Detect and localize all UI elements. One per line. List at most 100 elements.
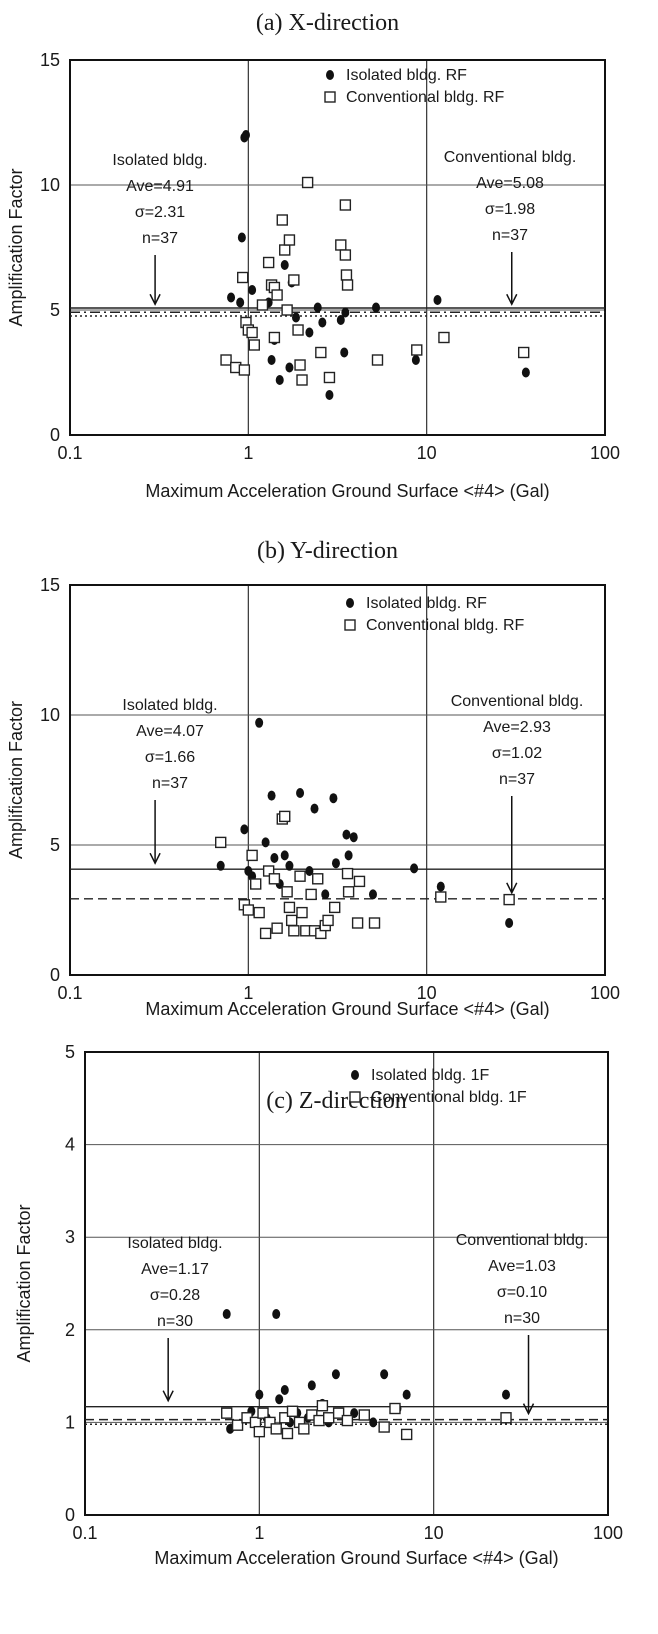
data-point-conventional bbox=[296, 374, 308, 386]
x-tick-label: 10 bbox=[417, 443, 437, 463]
data-point-conventional bbox=[246, 326, 258, 339]
data-point-conventional bbox=[256, 299, 269, 311]
annotation-line: n=30 bbox=[157, 1313, 193, 1330]
data-point-conventional bbox=[332, 1407, 345, 1419]
data-point-isolated bbox=[291, 312, 300, 323]
y-tick-label: 4 bbox=[65, 1135, 75, 1155]
data-point-conventional bbox=[305, 888, 317, 901]
data-point-isolated bbox=[280, 1384, 289, 1395]
data-point-conventional bbox=[283, 901, 296, 914]
legend-marker-conventional bbox=[324, 91, 336, 103]
data-point-conventional bbox=[220, 354, 232, 366]
x-tick-label: 100 bbox=[590, 443, 620, 463]
data-point-isolated bbox=[216, 860, 225, 871]
data-point-isolated bbox=[344, 850, 353, 861]
annotation-line: Ave=1.03 bbox=[488, 1258, 556, 1275]
data-point-isolated bbox=[349, 832, 358, 843]
data-point-isolated bbox=[336, 315, 345, 325]
data-point-conventional bbox=[281, 304, 293, 316]
data-point-conventional bbox=[296, 906, 308, 919]
data-point-isolated bbox=[372, 302, 381, 313]
y-tick-label: 1 bbox=[65, 1412, 75, 1432]
legend-label: Isolated bldg. 1F bbox=[371, 1067, 490, 1084]
data-point-conventional bbox=[288, 274, 300, 286]
data-point-conventional bbox=[378, 1421, 390, 1433]
data-point-isolated bbox=[310, 803, 319, 814]
data-point-conventional bbox=[323, 1412, 335, 1424]
data-point-isolated bbox=[305, 327, 314, 338]
data-point-conventional bbox=[271, 289, 283, 301]
legend-marker-conventional bbox=[349, 1091, 361, 1103]
data-point-isolated bbox=[285, 362, 294, 373]
data-point-conventional bbox=[371, 354, 384, 366]
y-tick-label: 0 bbox=[65, 1505, 75, 1525]
y-tick-label: 15 bbox=[40, 575, 60, 595]
chart-title: (c) Z-direction bbox=[266, 1088, 407, 1114]
data-point-isolated bbox=[255, 1389, 264, 1400]
data-point-conventional bbox=[215, 836, 227, 849]
data-point-isolated bbox=[325, 390, 334, 400]
data-point-isolated bbox=[261, 837, 270, 848]
arrow-head bbox=[149, 293, 161, 306]
data-point-conventional bbox=[389, 1402, 401, 1415]
x-tick-label: 1 bbox=[254, 1523, 264, 1543]
data-point-isolated bbox=[272, 1309, 281, 1320]
data-point-conventional bbox=[411, 344, 423, 356]
y-tick-label: 15 bbox=[40, 50, 60, 70]
data-point-isolated bbox=[275, 1394, 284, 1405]
annotation-line: σ=0.28 bbox=[150, 1287, 200, 1304]
data-point-isolated bbox=[342, 829, 351, 840]
data-point-isolated bbox=[255, 717, 264, 728]
data-point-conventional bbox=[503, 893, 515, 906]
data-point-isolated bbox=[369, 1417, 378, 1428]
data-point-conventional bbox=[281, 1427, 294, 1440]
data-point-isolated bbox=[307, 1380, 316, 1391]
plot-frame bbox=[69, 584, 606, 976]
data-point-conventional bbox=[353, 875, 366, 888]
data-point-conventional bbox=[312, 873, 324, 885]
data-point-conventional bbox=[238, 364, 251, 376]
annotation-line: Conventional bldg. bbox=[456, 1232, 589, 1249]
data-point-conventional bbox=[270, 1423, 282, 1435]
annotation-line: Ave=1.17 bbox=[141, 1261, 209, 1278]
data-point-conventional bbox=[262, 256, 275, 269]
annotation-line: Conventional bldg. bbox=[451, 693, 584, 710]
x-tick-label: 10 bbox=[424, 1523, 444, 1543]
data-point-conventional bbox=[351, 917, 364, 929]
x-axis-label: Maximum Acceleration Ground Surface <#4>… bbox=[145, 999, 549, 1019]
data-point-conventional bbox=[341, 279, 354, 291]
data-point-conventional bbox=[259, 927, 272, 940]
legend-marker-isolated bbox=[346, 598, 354, 608]
x-tick-label: 1 bbox=[243, 983, 253, 1003]
data-point-isolated bbox=[340, 347, 349, 358]
data-point-conventional bbox=[316, 1400, 329, 1412]
legend-marker-conventional bbox=[344, 619, 356, 631]
annotation-line: Ave=4.91 bbox=[126, 178, 194, 195]
data-point-isolated bbox=[331, 1369, 340, 1380]
data-point-conventional bbox=[237, 271, 249, 284]
data-point-conventional bbox=[249, 1416, 262, 1429]
data-point-isolated bbox=[270, 853, 279, 863]
y-tick-label: 5 bbox=[65, 1042, 75, 1062]
data-point-conventional bbox=[246, 849, 258, 862]
y-tick-label: 5 bbox=[50, 300, 60, 320]
y-axis-label: Amplification Factor bbox=[6, 701, 26, 859]
annotation-line: σ=2.31 bbox=[135, 204, 185, 221]
data-point-conventional bbox=[368, 917, 381, 929]
y-tick-label: 10 bbox=[40, 705, 60, 725]
data-point-conventional bbox=[294, 870, 306, 882]
annotation-line: Conventional bldg. bbox=[444, 149, 577, 166]
data-point-conventional bbox=[301, 176, 314, 189]
data-point-conventional bbox=[276, 214, 288, 226]
data-point-conventional bbox=[257, 1407, 269, 1419]
y-tick-label: 0 bbox=[50, 425, 60, 445]
data-point-conventional bbox=[342, 886, 355, 898]
legend-label: Isolated bldg. RF bbox=[346, 67, 467, 84]
data-point-conventional bbox=[285, 914, 298, 927]
data-point-conventional bbox=[283, 234, 296, 246]
annotation-line: Ave=5.08 bbox=[476, 175, 544, 192]
data-point-conventional bbox=[339, 199, 352, 211]
data-point-conventional bbox=[329, 901, 341, 914]
x-tick-label: 0.1 bbox=[57, 443, 82, 463]
data-point-isolated bbox=[280, 260, 289, 270]
